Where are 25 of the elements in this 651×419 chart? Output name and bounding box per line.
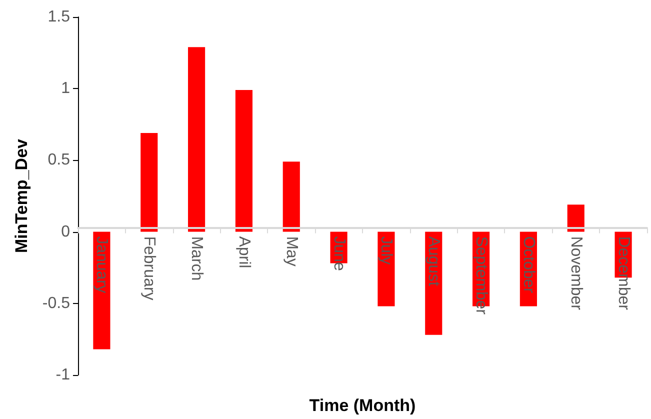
x-tick-label: January [93,236,110,294]
y-tick-label: 1 [61,80,70,98]
x-tick-label: July [378,236,395,265]
y-axis-title: MinTemp_Dev [12,138,31,253]
y-tick-label: -0.5 [42,294,70,312]
y-tick-label: -1 [56,366,70,384]
x-tick-label: April [235,236,252,268]
x-tick-label: March [188,236,206,281]
x-tick-label: November [567,236,584,311]
x-tick-label: May [282,236,300,266]
x-tick-label: September [472,236,490,316]
x-tick-label: December [614,236,632,311]
bar [567,204,584,232]
bar [235,90,252,232]
bar [188,47,206,232]
x-tick-label: June [330,236,348,271]
x-tick-label: August [425,236,442,287]
x-tick-label: October [520,236,537,294]
bar [140,132,158,232]
y-tick-label: 0.5 [48,152,70,169]
x-tick-label: February [140,236,158,300]
y-tick-label: 1.5 [48,8,70,26]
y-tick-label: 0 [61,223,70,240]
bar [282,162,300,232]
x-axis-title: Time (Month) [309,396,416,415]
